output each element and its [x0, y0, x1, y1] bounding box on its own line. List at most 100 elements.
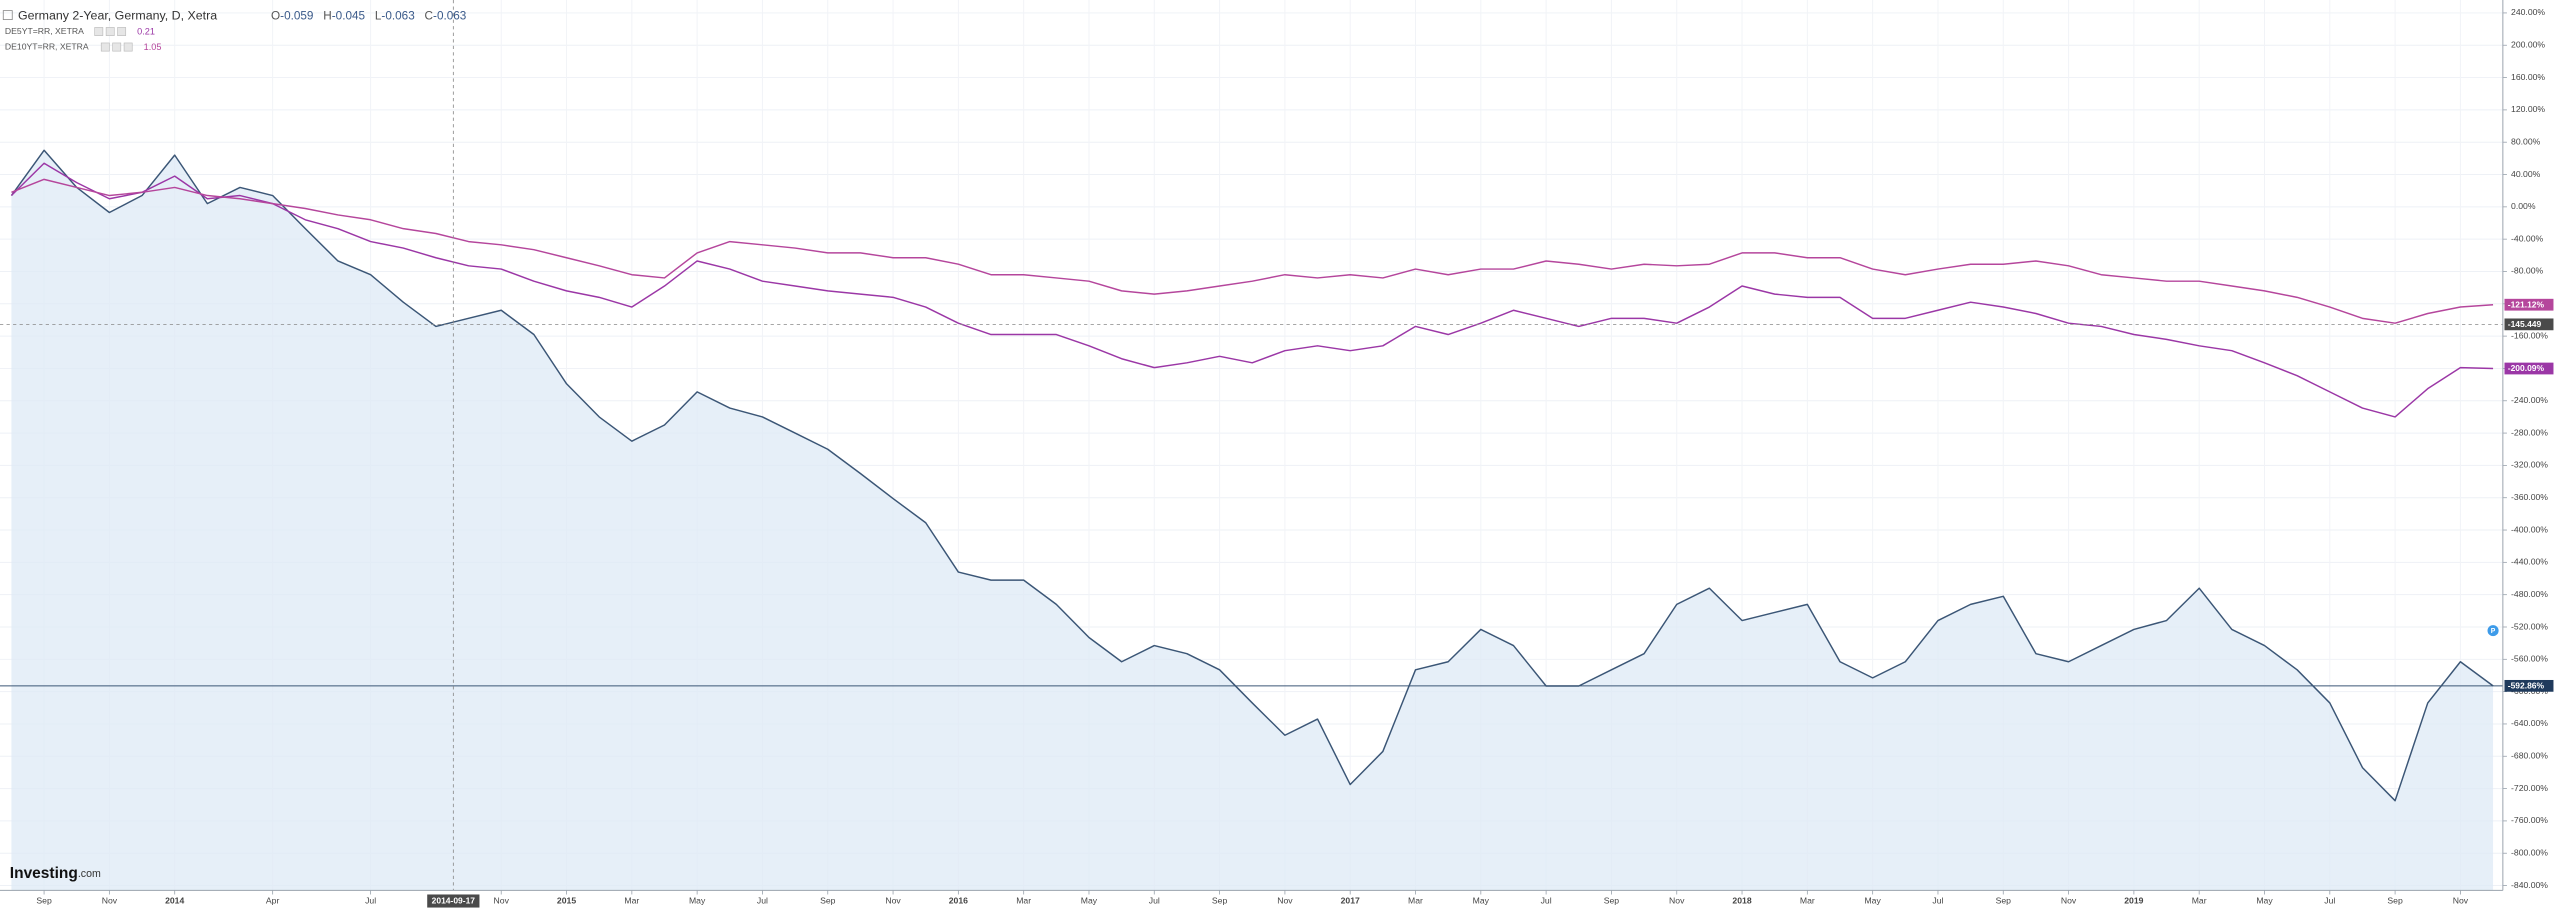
x-tick-label: Sep [1604, 895, 1620, 905]
x-tick-label: Sep [1212, 895, 1228, 905]
y-tick-label: 120.00% [2511, 104, 2545, 114]
x-tick-label: Sep [2387, 895, 2403, 905]
y-tick-label: -720.00% [2511, 783, 2548, 793]
price-tag-label: -592.86% [2508, 680, 2545, 690]
y-tick-label: -360.00% [2511, 492, 2548, 502]
price-tag [2504, 298, 2554, 311]
x-tick-label: Nov [2061, 895, 2077, 905]
y-tick-label: -480.00% [2511, 589, 2548, 599]
y-tick-label: 80.00% [2511, 136, 2541, 146]
ohlc-label: L [375, 9, 382, 22]
x-tick-label: Nov [885, 895, 901, 905]
logo: Investing.com [10, 865, 101, 882]
legend-value: 1.05 [144, 42, 162, 52]
legend-entry[interactable]: DE10YT=RR, XETRA [5, 42, 89, 52]
crosshair-x-label: 2014-09-17 [432, 896, 476, 906]
y-tick-label: -840.00% [2511, 880, 2548, 890]
y-tick-label: -160.00% [2511, 330, 2548, 340]
y-tick-label: -280.00% [2511, 427, 2548, 437]
ohlc-value: -0.059 [280, 9, 313, 22]
y-tick-label: -400.00% [2511, 524, 2548, 534]
legend-entry[interactable]: DE5YT=RR, XETRA [5, 26, 84, 36]
x-tick-label: Jul [1149, 895, 1160, 905]
logo-main: Investing [10, 865, 78, 882]
x-tick-label: Nov [2453, 895, 2469, 905]
line [11, 178, 2494, 324]
x-tick-label: Jul [1932, 895, 1943, 905]
x-tick-label: Mar [2192, 895, 2207, 905]
x-tick-label: May [2256, 895, 2273, 905]
y-tick-label: -760.00% [2511, 815, 2548, 825]
price-tag [2504, 679, 2554, 692]
legend-value: 0.21 [137, 26, 155, 36]
main-series-name: Germany 2-Year, Germany, D, Xetra [18, 9, 217, 23]
y-tick-label: 40.00% [2511, 169, 2541, 179]
crosshair-y-box [2504, 318, 2554, 331]
legend: Germany 2-Year, Germany, D, Xetra O-0.05… [2, 9, 467, 52]
ohlc-label: H [323, 9, 331, 22]
legend-button[interactable] [100, 42, 110, 52]
crosshair-x-box [427, 894, 480, 908]
y-tick-label: -520.00% [2511, 621, 2548, 631]
legend-button[interactable] [105, 27, 115, 36]
ohlc-label: C [425, 9, 434, 22]
y-tick-label: -320.00% [2511, 460, 2548, 470]
y-tick-label: -240.00% [2511, 395, 2548, 405]
event-icon[interactable] [2487, 625, 2499, 637]
y-tick-label: 160.00% [2511, 72, 2545, 82]
legend-button[interactable] [117, 27, 127, 36]
x-tick-label: 2016 [949, 895, 968, 905]
y-tick-label: -800.00% [2511, 848, 2548, 858]
legend-button[interactable] [123, 42, 133, 52]
x-tick-label: May [1473, 895, 1490, 905]
x-tick-label: Nov [494, 895, 510, 905]
x-tick-label: May [1864, 895, 1881, 905]
x-tick-label: Nov [1277, 895, 1293, 905]
y-tick-label: -40.00% [2511, 233, 2543, 243]
y-tick-label: -440.00% [2511, 557, 2548, 567]
x-tick-label: 2015 [557, 895, 576, 905]
legend-button[interactable] [112, 42, 122, 52]
crosshair-y-label: -145.449 [2508, 319, 2542, 329]
y-tick-label: -640.00% [2511, 718, 2548, 728]
x-tick-label: Apr [266, 895, 280, 905]
plot [10, 149, 2494, 891]
x-tick-label: Sep [36, 895, 52, 905]
x-tick-label: Nov [102, 895, 118, 905]
ohlc-label: O [271, 9, 280, 22]
y-tick-label: -560.00% [2511, 654, 2548, 664]
y-tick-label: 0.00% [2511, 201, 2536, 211]
ohlc-values: O-0.059 H-0.045 L-0.063 C-0.063 [271, 9, 467, 22]
x-tick-label: May [689, 895, 706, 905]
x-tick-label: May [1081, 895, 1098, 905]
x-tick-label: Jul [365, 895, 376, 905]
x-tick-label: 2019 [2124, 895, 2143, 905]
collapse-icon[interactable] [2, 10, 13, 21]
x-tick-label: Jul [1541, 895, 1552, 905]
area [11, 150, 2494, 891]
x-tick-label: Mar [1800, 895, 1815, 905]
line [10, 149, 2494, 802]
price-tag-label: -200.09% [2508, 363, 2545, 373]
price-tag-label: -121.12% [2508, 299, 2545, 309]
x-tick-label: 2017 [1341, 895, 1360, 905]
x-tick-label: Jul [2324, 895, 2335, 905]
ohlc-value: -0.063 [381, 9, 415, 22]
x-tick-label: Sep [820, 895, 836, 905]
logo-suffix: .com [78, 868, 101, 880]
ohlc-value: -0.045 [332, 9, 366, 22]
x-tick-label: Jul [757, 895, 768, 905]
x-tick-label: Nov [1669, 895, 1685, 905]
legend-button[interactable] [94, 27, 104, 36]
ohlc-value: -0.063 [433, 9, 467, 22]
x-tick-label: Sep [1996, 895, 2012, 905]
x-tick-label: Mar [1016, 895, 1031, 905]
y-tick-label: 240.00% [2511, 7, 2545, 17]
y-tick-label: 200.00% [2511, 40, 2545, 50]
x-tick-label: 2018 [1732, 895, 1751, 905]
event-icon-glyph: P [2491, 628, 2496, 635]
y-tick-label: -80.00% [2511, 266, 2543, 276]
